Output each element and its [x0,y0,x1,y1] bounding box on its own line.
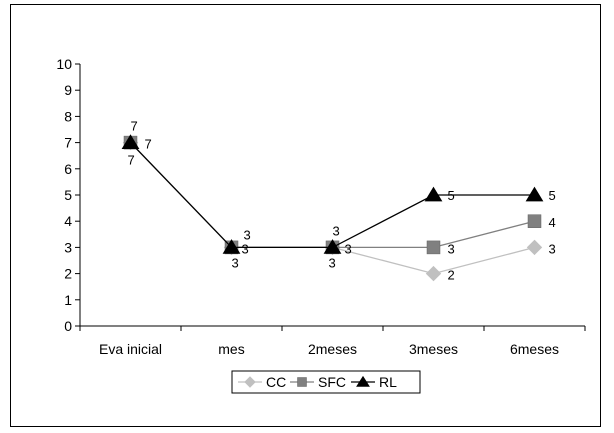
data-label-rl: 5 [549,188,556,203]
y-tick-label: 5 [64,187,72,203]
legend-marker-sfc [297,377,307,387]
y-tick-label: 6 [64,161,72,177]
legend-label-rl: RL [379,374,397,390]
x-tick-label: 6meses [510,341,559,357]
data-label-cc: 3 [549,241,556,256]
data-label-sfc: 7 [145,137,152,152]
x-tick-label: Eva inicial [99,341,162,357]
data-label-cc: 7 [128,153,135,168]
point-sfc [527,214,542,228]
data-label-cc: 3 [329,255,336,270]
point-rl [222,239,241,254]
data-label-rl: 3 [333,223,340,238]
y-tick-label: 7 [64,135,72,151]
y-tick-label: 1 [64,292,72,308]
y-tick-label: 10 [56,56,72,72]
data-label-sfc: 4 [549,215,556,230]
point-rl [323,239,342,254]
data-label-sfc: 3 [448,241,455,256]
chart-axes: 0 1 2 3 4 5 6 7 8 9 10 Eva inicial mes 2meses 3meses 6m… [56,56,586,357]
point-rl [121,134,140,149]
y-tick-label: 9 [64,82,72,98]
point-rl [525,186,544,202]
data-label-cc: 2 [448,268,455,283]
data-label-sfc: 3 [242,241,249,256]
chart-frame [10,4,601,427]
point-cc [425,265,442,282]
chart-legend: CC SFC RL [231,370,421,394]
data-label-rl: 3 [244,227,251,242]
legend-box [231,370,421,394]
point-rl [424,186,443,202]
data-label-cc: 3 [232,255,239,270]
y-tick-label: 4 [64,213,72,229]
point-cc [526,239,543,256]
data-label-rl: 5 [448,188,455,203]
y-tick-label: 8 [64,108,72,124]
y-tick-label: 2 [64,266,72,282]
legend-label-cc: CC [266,374,286,390]
x-tick-label: mes [218,341,244,357]
legend-label-sfc: SFC [318,374,346,390]
data-label-rl: 7 [131,119,138,134]
legend-marker-rl [356,375,370,387]
y-tick-label: 3 [64,239,72,255]
legend-marker-cc [244,376,256,388]
data-label-sfc: 3 [345,241,352,256]
x-tick-label: 2meses [308,341,357,357]
y-tick-label: 0 [64,318,72,334]
x-tick-label: 3meses [409,341,458,357]
series-layer [121,134,544,282]
point-sfc [426,240,441,255]
